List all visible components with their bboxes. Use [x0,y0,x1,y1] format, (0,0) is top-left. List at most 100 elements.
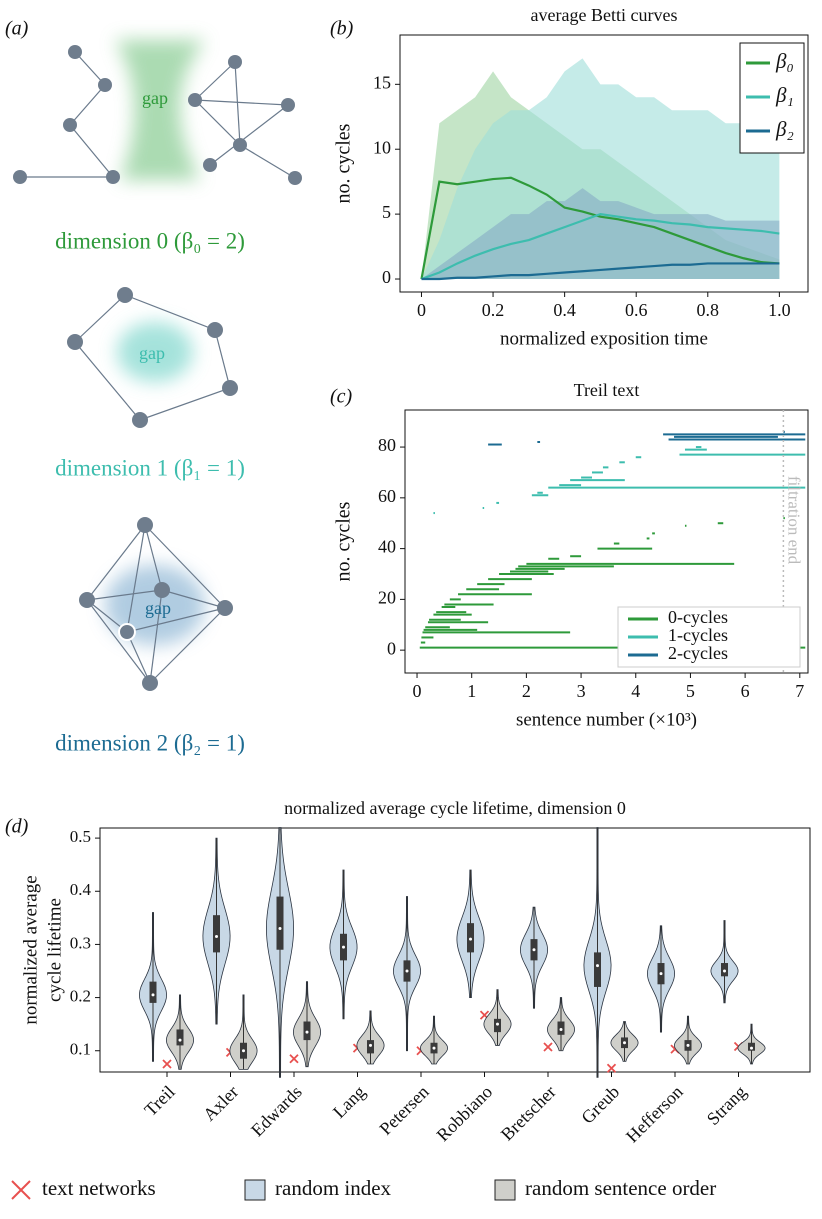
gap-label: gap [145,598,171,618]
y-axis-label: no. cycles [333,123,355,203]
median [432,1046,436,1050]
x-tick-label: Petersen [375,1082,432,1139]
legend-label: random index [275,1176,392,1200]
y-tick-label: 0.5 [70,827,91,846]
x-tick-label: 0 [417,300,426,320]
plot-frame [99,827,811,1073]
legend-label: 1-cycles [668,625,728,645]
y-tick-label: 0 [387,638,396,658]
y-tick-label: 5 [382,202,391,222]
median [305,1030,309,1034]
box [213,915,220,953]
x-tick-label: Edwards [247,1082,306,1141]
line [420,176,780,280]
x-tick-label: 0.6 [625,300,648,320]
box [276,896,284,950]
y-tick-label: 0.2 [70,986,91,1005]
x-tick-label: 1 [467,681,476,701]
x-tick-label: 2 [522,681,531,701]
y-tick-label: 0.1 [70,1040,91,1059]
median [659,972,663,976]
y-axis-label: no. cycles [333,501,355,581]
diagram-dim2: gap dimension 2 (β₂ = 1) [55,517,245,755]
text-network-marker [162,1059,172,1069]
median [532,948,536,952]
x-tick-label: Lang [329,1082,369,1122]
legend-label: β₀ [775,49,794,73]
x-tick-label: 3 [577,681,586,701]
dimension-label: dimension 2 (β₂ = 1) [55,730,245,755]
median [342,945,345,949]
text-network-marker [543,1042,553,1052]
x-tick-label: Bretscher [497,1082,560,1145]
legend-label: 0-cycles [668,607,728,627]
x-tick-label: Axler [199,1082,242,1125]
median [559,1027,563,1031]
legend-label: text networks [42,1176,156,1200]
median [596,964,599,968]
x-tick-label: Hefferson [622,1082,687,1147]
median [723,969,726,973]
chart-title: Treil text [574,380,640,400]
x-tick-label: 6 [741,681,750,701]
legend-label: 2-cycles [668,643,728,663]
median [686,1043,690,1047]
dimension-label: dimension 1 (β₁ = 1) [55,455,245,480]
median [369,1043,372,1047]
x-tick-label: Strang [703,1082,750,1129]
y-tick-label: 80 [378,435,396,455]
text-network-marker [606,1063,617,1073]
x-tick-label: 1.0 [768,300,791,320]
panel-label: (b) [330,18,354,40]
line [421,212,780,281]
x-tick-label: 0 [413,681,422,701]
chart-title: average Betti curves [531,5,678,25]
y-tick-label: 15 [373,72,391,92]
x-tick-label: Robbiano [433,1082,497,1146]
legend-swatch [494,1179,516,1201]
y-tick-label: 40 [378,537,396,557]
annotation: filtration end [784,476,803,565]
plot-frame [399,34,809,293]
median [469,937,472,941]
x-tick-label: 4 [631,681,640,701]
text-network-marker [289,1054,299,1064]
x-tick-label: Treil [140,1082,178,1120]
median [151,993,155,997]
box [594,952,601,987]
legend-swatch [244,1179,266,1201]
median [750,1046,753,1050]
box [149,981,157,1003]
panel-label: (c) [330,386,353,408]
legend-label: β₁ [775,83,794,107]
y-tick-label: 0 [382,267,391,287]
legend-label: β₂ [775,117,794,141]
box [176,1029,184,1046]
median [242,1049,245,1053]
diagram-dim0: gap dimension 0 (β₀ = 2) [13,40,302,253]
median [405,969,409,973]
line [421,262,780,281]
legend-label: random sentence order [525,1176,716,1200]
gap-label: gap [139,343,165,363]
x-tick-label: 0.4 [553,300,576,320]
median [215,934,218,938]
x-axis-label: sentence number (×10³) [516,709,697,730]
gap-label: gap [142,88,168,108]
y-tick-label: 10 [373,137,391,157]
median [278,926,282,930]
x-axis-label: normalized exposition time [500,328,708,349]
median [178,1038,182,1042]
y-tick-label: 0.3 [70,933,91,952]
median [623,1041,626,1045]
x-tick-label: 0.8 [697,300,720,320]
legend-swatch [11,1180,31,1200]
y-tick-label: 60 [378,486,396,506]
chart-title: normalized average cycle lifetime, dimen… [284,798,626,818]
x-tick-label: 0.2 [482,300,505,320]
x-tick-label: Greub [577,1082,623,1128]
panel-label: (a) [5,18,29,40]
band [421,188,780,280]
y-tick-label: 20 [378,588,396,608]
